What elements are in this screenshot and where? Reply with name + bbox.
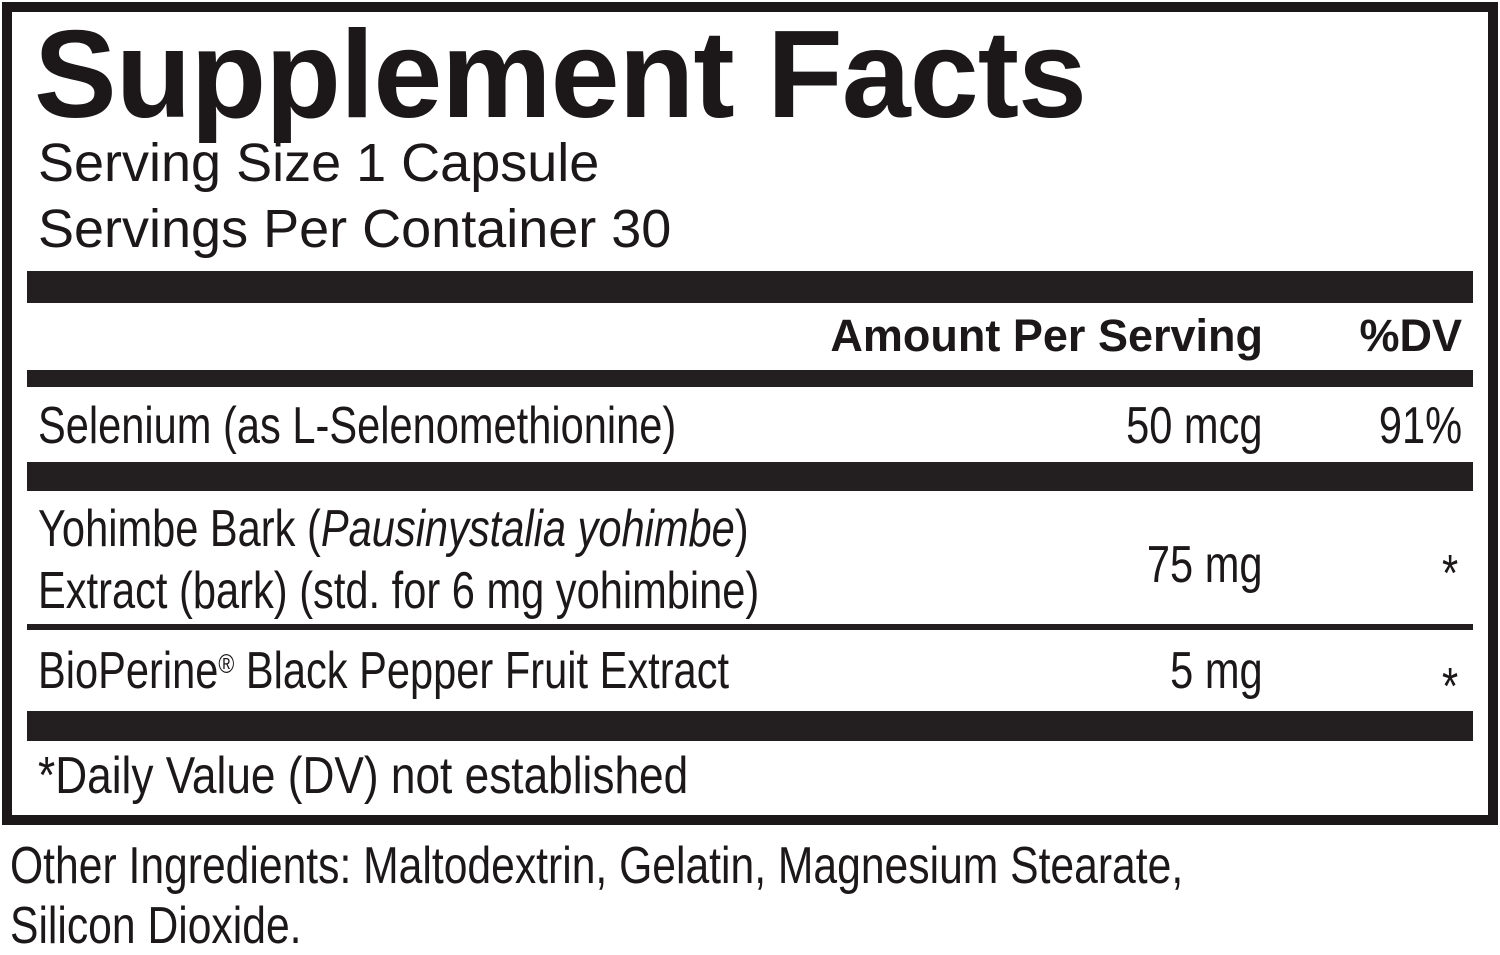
yohimbe-name-suffix: ) [734, 500, 749, 558]
row-yohimbe-name-line1: Yohimbe Bark (Pausinystalia yohimbe) [38, 503, 926, 555]
supplement-facts-panel-border [2, 2, 1498, 825]
daily-value-footnote: *Daily Value (DV) not established [38, 747, 689, 805]
panel-title: Supplement Facts [34, 6, 1087, 144]
yohimbe-name-prefix: Yohimbe Bark ( [38, 500, 321, 558]
divider-bar-below-bioperine [27, 711, 1473, 741]
divider-bar-below-selenium [27, 462, 1473, 491]
row-bioperine-dv-asterisk: * [1441, 658, 1458, 716]
other-ingredients-line2: Silicon Dioxide. [10, 897, 302, 955]
row-bioperine-name: BioPerine® Black Pepper Fruit Extract [38, 645, 902, 697]
row-selenium-name: Selenium (as L-Selenomethionine) [38, 400, 836, 452]
divider-bar-below-header [27, 370, 1473, 387]
row-selenium-name-text: Selenium (as L-Selenomethionine) [38, 397, 677, 455]
servings-per-container-line: Servings Per Container 30 [38, 199, 672, 259]
divider-bar-thick-top [27, 271, 1473, 303]
row-yohimbe-amount: 75 mg [1147, 536, 1263, 594]
serving-size-line: Serving Size 1 Capsule [38, 133, 600, 193]
divider-line-below-yohimbe [27, 624, 1473, 630]
row-selenium-dv: 91% [1378, 397, 1462, 455]
column-header-percent-dv: %DV [1359, 310, 1462, 361]
row-yohimbe-dv-asterisk: * [1441, 545, 1458, 603]
other-ingredients-line1: Other Ingredients: Maltodextrin, Gelatin… [10, 837, 1184, 895]
yohimbe-latin-name: Pausinystalia yohimbe [320, 500, 735, 558]
row-yohimbe-name-line2: Extract (bark) (std. for 6 mg yohimbine) [38, 562, 760, 620]
registered-trademark-symbol: ® [218, 649, 235, 680]
row-bioperine-amount: 5 mg [1170, 642, 1263, 700]
row-selenium-amount: 50 mcg [1126, 397, 1263, 455]
bioperine-brand: BioPerine [38, 642, 219, 700]
column-header-amount-per-serving: Amount Per Serving [830, 310, 1263, 361]
bioperine-name-rest: Black Pepper Fruit Extract [234, 642, 730, 700]
